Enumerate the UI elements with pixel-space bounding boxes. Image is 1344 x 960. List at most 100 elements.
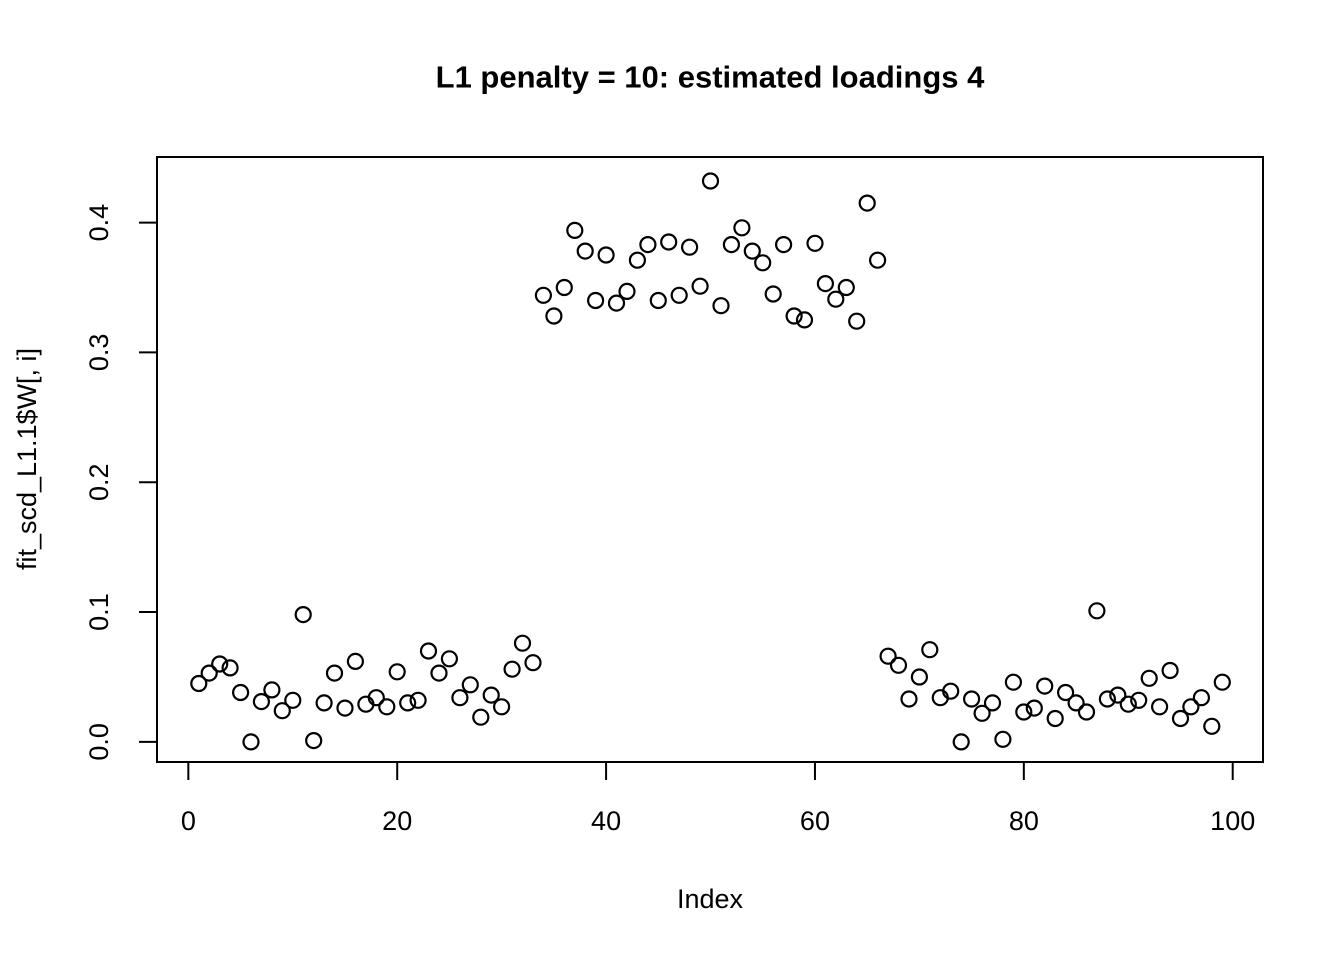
data-point [294,605,312,624]
data-point [534,286,553,304]
data-point [983,694,1002,712]
data-point [336,699,354,717]
y-axis-label: fit_scd_L1.1$W[, i] [12,348,42,570]
data-point [607,294,626,312]
data-point [1067,694,1085,712]
chart-title: L1 penalty = 10: estimated loadings 4 [436,60,985,95]
data-point [660,233,678,251]
data-point [1130,691,1148,709]
data-point [691,277,709,295]
data-point [493,698,511,716]
data-point [848,312,866,330]
data-point [1161,661,1179,680]
data-point [221,659,239,677]
plot-box [156,156,1264,763]
x-tick-label: 0 [181,806,196,836]
data-point [503,660,521,678]
data-point [1088,602,1106,620]
data-point [827,290,845,308]
x-tick-label: 20 [382,806,412,836]
data-point [252,692,270,711]
data-point [774,236,793,254]
data-point [430,664,448,682]
data-point [1119,695,1137,713]
data-point [649,291,667,310]
data-point [868,251,887,269]
data-point [1109,686,1127,704]
data-point [524,654,542,672]
data-point [816,275,835,293]
data-point [388,663,406,681]
data-point [399,694,417,712]
data-point [701,172,720,190]
data-point [973,704,991,722]
data-point [419,642,438,660]
data-point [1015,703,1033,721]
data-point [994,730,1012,748]
data-point [1203,717,1221,735]
data-point [806,234,824,252]
y-axis-ticks: 0.0 0.1 0.2 0.3 0.4 [84,204,157,761]
data-point [482,686,500,704]
x-axis-label: Index [677,884,744,914]
data-point [900,690,918,708]
data-point [566,221,584,239]
y-tick-label: 0.1 [84,593,114,631]
data-point [879,647,897,665]
data-point [325,664,344,682]
data-point [722,236,741,254]
data-point [952,733,970,751]
data-point [545,307,563,325]
data-point [200,664,218,682]
data-point [284,691,302,709]
data-point [1056,683,1075,702]
data-point [597,246,615,264]
data-point [962,690,981,708]
data-point [942,682,960,700]
data-point [211,655,229,673]
x-axis-ticks: 0 20 40 60 80 100 [181,762,1255,836]
data-point [743,242,761,260]
data-point [754,254,772,272]
data-point [712,297,730,315]
data-point [1025,699,1043,717]
data-points [190,172,1231,751]
data-point [440,650,458,668]
data-point [1213,673,1231,691]
data-point [1046,709,1064,728]
data-point [1036,677,1054,695]
data-point [555,278,573,297]
data-point [618,282,636,300]
data-point [889,656,908,674]
x-tick-label: 40 [591,806,621,836]
data-point [409,691,427,709]
data-point [472,708,490,726]
data-point [232,683,250,702]
y-tick-label: 0.2 [84,463,114,501]
data-point [305,731,323,750]
data-point [451,689,469,707]
data-point [315,694,333,712]
data-point [733,219,751,237]
data-point [921,641,939,659]
x-tick-label: 60 [800,806,830,836]
y-tick-label: 0.3 [84,334,114,372]
data-point [1150,698,1169,716]
data-point [1098,690,1117,708]
data-point [837,278,855,297]
data-point [1004,673,1023,691]
data-point [586,291,605,310]
data-point [367,689,385,707]
data-point [346,652,364,671]
data-point [1171,709,1190,728]
data-point [639,236,657,254]
x-tick-label: 100 [1210,806,1255,836]
data-point [513,634,532,652]
data-point [378,698,396,716]
data-point [1182,698,1200,716]
data-point [461,676,479,694]
y-tick-label: 0.0 [84,723,114,761]
data-point [858,194,876,212]
data-point [242,733,260,751]
